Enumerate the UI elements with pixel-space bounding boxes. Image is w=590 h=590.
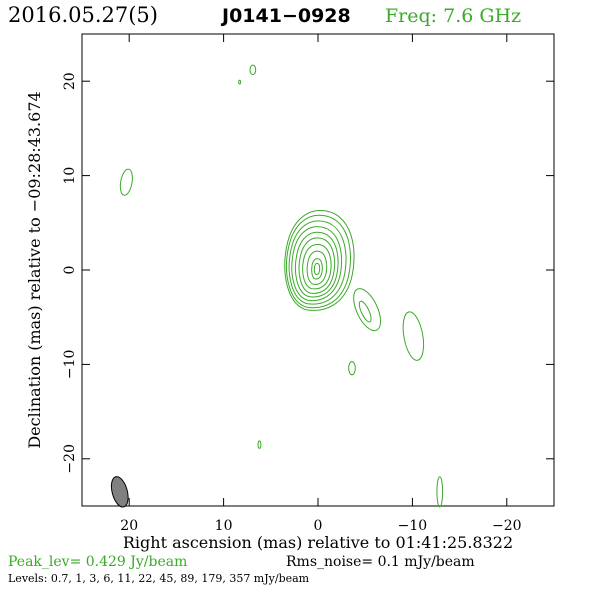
x-tick-label: 20 <box>120 518 138 534</box>
x-tick-label: 0 <box>314 518 323 534</box>
core-contour-3 <box>288 220 347 305</box>
y-axis-label: Declination (mas) relative to −09:28:43.… <box>25 91 44 448</box>
core-contour-1 <box>284 210 355 311</box>
y-tick-label: 10 <box>62 167 78 185</box>
source-name: J0141−0928 <box>220 5 351 27</box>
component-contour-4 <box>348 361 356 376</box>
x-tick-label: −20 <box>492 518 522 534</box>
core-contour-2 <box>286 214 351 309</box>
x-tick-label: 10 <box>215 518 233 534</box>
core-contour-10 <box>313 262 321 275</box>
plot-frame <box>81 33 555 507</box>
y-tick-label: 0 <box>62 266 78 275</box>
axis-ticks: 20 10 0 −10 −20 20 10 0 −10 −20 <box>62 34 554 534</box>
y-tick-label: −10 <box>62 350 78 380</box>
beam-ellipse-group <box>110 476 129 508</box>
x-tick-label: −10 <box>398 518 428 534</box>
peak-level: Peak_lev= 0.429 Jy/beam <box>8 554 187 570</box>
core-contour-4 <box>291 226 343 302</box>
core-contour-5 <box>294 231 339 298</box>
component-contour-8 <box>257 440 262 449</box>
component-contour-2 <box>358 300 372 323</box>
component-contour-9 <box>436 476 444 508</box>
core-contour-9 <box>311 258 323 280</box>
obs-date: 2016.05.27(5) <box>8 3 158 27</box>
y-tick-label: 20 <box>62 72 78 90</box>
contours <box>119 64 444 508</box>
component-contour-1 <box>353 288 382 332</box>
core-contour-6 <box>298 237 336 294</box>
frequency: Freq: 7.6 GHz <box>385 5 521 27</box>
core-contour-8 <box>306 250 328 285</box>
component-contour-5 <box>119 168 133 196</box>
contour-levels: Levels: 0.7, 1, 3, 6, 11, 22, 45, 89, 17… <box>8 572 310 585</box>
x-axis-label: Right ascension (mas) relative to 01:41:… <box>123 533 513 552</box>
component-contour-7 <box>238 79 242 85</box>
rms-noise: Rms_noise= 0.1 mJy/beam <box>286 554 475 570</box>
core-contour-7 <box>302 244 332 290</box>
beam-ellipse <box>110 476 129 508</box>
y-tick-label: −20 <box>62 444 78 474</box>
component-contour-6 <box>249 64 257 76</box>
component-contour-3 <box>402 311 425 361</box>
